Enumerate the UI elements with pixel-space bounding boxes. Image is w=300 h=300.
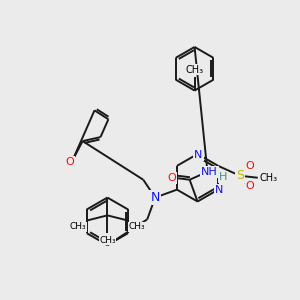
Text: N: N [151, 191, 160, 204]
Text: O: O [245, 181, 254, 191]
Text: NH: NH [201, 167, 218, 177]
Text: O: O [245, 161, 254, 171]
Text: O: O [65, 157, 74, 167]
Text: H: H [219, 172, 227, 182]
Text: O: O [167, 173, 176, 183]
Text: CH₃: CH₃ [128, 222, 145, 231]
Text: CH₃: CH₃ [260, 173, 278, 183]
Text: N: N [194, 150, 203, 160]
Text: CH₃: CH₃ [99, 236, 116, 245]
Text: N: N [215, 184, 223, 195]
Text: S: S [236, 169, 244, 182]
Text: CH₃: CH₃ [70, 222, 87, 231]
Text: CH₃: CH₃ [185, 65, 204, 75]
